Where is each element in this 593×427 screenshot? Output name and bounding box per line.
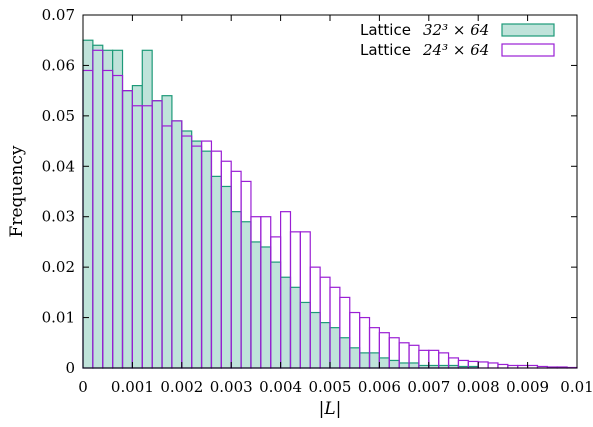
bar — [359, 352, 371, 369]
x-tick-label: 0.001 — [111, 378, 154, 396]
bar — [398, 362, 410, 369]
legend-label: Lattice — [360, 41, 411, 59]
x-tick-label: 0.006 — [358, 378, 401, 396]
bar — [309, 311, 321, 369]
bar — [112, 49, 124, 369]
bar — [388, 359, 400, 369]
y-tick-label: 0.07 — [42, 6, 75, 24]
bar — [289, 286, 301, 369]
x-tick-label: 0.002 — [160, 378, 203, 396]
legend-math: 24³ × 64 — [422, 41, 489, 59]
bar — [200, 150, 213, 369]
bar — [477, 361, 489, 369]
legend: Lattice 32³ × 64 Lattice 24³ × 64 — [360, 21, 555, 59]
bar — [260, 246, 272, 369]
legend-math: 32³ × 64 — [423, 21, 489, 39]
x-axis-label-text: |L| — [319, 399, 342, 419]
bar — [171, 120, 183, 369]
y-tick-label: 0.06 — [42, 56, 75, 74]
bar — [181, 130, 193, 369]
y-tick-label: 0.03 — [42, 208, 75, 226]
bar — [210, 175, 222, 369]
bar — [408, 362, 420, 369]
bar — [102, 49, 114, 369]
bar — [329, 327, 341, 369]
bar — [191, 140, 203, 369]
bar — [270, 261, 282, 369]
bar — [240, 221, 252, 369]
legend-label: Lattice — [360, 21, 411, 39]
bar — [151, 100, 163, 369]
bar — [250, 241, 262, 369]
x-axis: 0 0.001 0.002 0.003 0.004 0.005 0.006 0.007 0.00… — [78, 15, 593, 396]
y-tick-label: 0.05 — [42, 107, 75, 125]
y-tick-label: 0 — [65, 359, 75, 377]
y-tick-label: 0.02 — [42, 258, 75, 276]
bar — [378, 357, 390, 369]
bar — [141, 49, 153, 369]
x-axis-label: |L| — [319, 399, 342, 419]
bar — [497, 363, 509, 369]
bar — [220, 185, 232, 369]
y-tick-label: 0.01 — [42, 309, 75, 327]
y-axis: 0 0.01 0.02 0.03 0.04 0.05 0.06 0.07 — [42, 6, 577, 377]
bar — [368, 352, 380, 369]
y-axis-label: Frequency — [7, 145, 27, 237]
x-tick-label: 0.007 — [407, 378, 450, 396]
legend-swatch — [501, 43, 555, 57]
bar — [349, 347, 361, 369]
bar — [299, 301, 311, 369]
x-tick-label: 0.005 — [309, 378, 352, 396]
bar — [280, 276, 292, 369]
x-tick-label: 0.01 — [560, 378, 593, 396]
bar — [161, 95, 173, 369]
x-tick-label: 0.004 — [259, 378, 302, 396]
bar — [121, 90, 133, 369]
legend-swatch — [501, 23, 555, 37]
x-tick-label: 0 — [78, 378, 88, 396]
x-tick-label: 0.003 — [210, 378, 253, 396]
bar — [319, 322, 331, 369]
x-tick-label: 0.009 — [506, 378, 549, 396]
bar — [230, 211, 242, 369]
bar — [131, 84, 143, 369]
bar — [487, 362, 499, 369]
x-tick-label: 0.008 — [457, 378, 500, 396]
bar — [82, 39, 94, 369]
bar — [339, 337, 351, 369]
bar — [92, 44, 104, 369]
y-tick-label: 0.04 — [42, 157, 75, 175]
